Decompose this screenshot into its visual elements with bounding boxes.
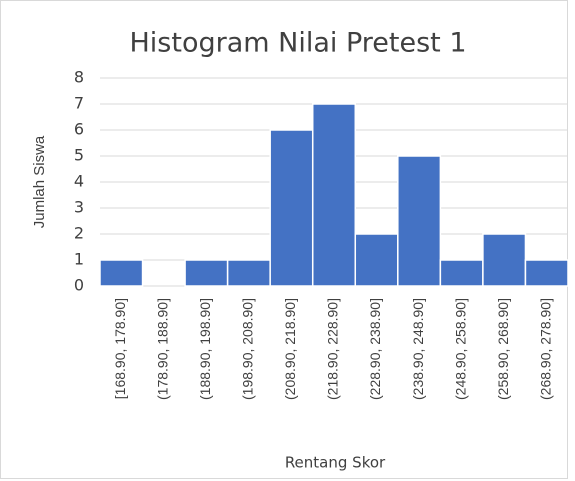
bar	[311, 103, 357, 287]
bar	[524, 259, 569, 287]
y-tick-label: 1	[74, 250, 84, 269]
y-axis-title: Jumlah Siswa	[31, 135, 48, 228]
bar	[99, 259, 144, 287]
bar	[439, 259, 484, 287]
x-tick-label: (268.90, 278.90]	[537, 298, 553, 400]
y-tick-label: 8	[74, 68, 84, 87]
x-tick-label: (178.90, 188.90]	[155, 298, 171, 400]
y-tick-label: 3	[74, 198, 84, 217]
y-tick-label: 2	[74, 224, 84, 243]
y-tick-label: 5	[74, 146, 84, 165]
y-tick-label: 0	[74, 276, 84, 295]
x-tick-label: [168.90, 178.90]	[112, 298, 128, 399]
x-tick-label: (198.90, 208.90]	[240, 298, 256, 400]
x-tick-label: (248.90, 258.90]	[452, 298, 468, 400]
chart-title: Histogram Nilai Pretest 1	[129, 28, 466, 59]
x-tick-label: (238.90, 248.90]	[410, 298, 426, 400]
bar	[397, 155, 442, 287]
x-tick-label: (188.90, 198.90]	[197, 298, 213, 400]
x-axis-title: Rentang Skor	[285, 454, 386, 472]
bar	[269, 129, 314, 287]
x-tick-label: (218.90, 228.90]	[325, 298, 341, 400]
x-tick-label: (258.90, 268.90]	[495, 298, 511, 400]
bar	[184, 259, 229, 287]
x-tick-label: (208.90, 218.90]	[282, 298, 298, 400]
y-tick-label: 7	[74, 94, 84, 113]
y-tick-label: 4	[74, 172, 84, 191]
bar	[482, 233, 527, 287]
bar	[354, 233, 399, 287]
bar	[226, 259, 271, 287]
y-tick-label: 6	[74, 120, 84, 139]
x-tick-label: (228.90, 238.90]	[367, 298, 383, 400]
